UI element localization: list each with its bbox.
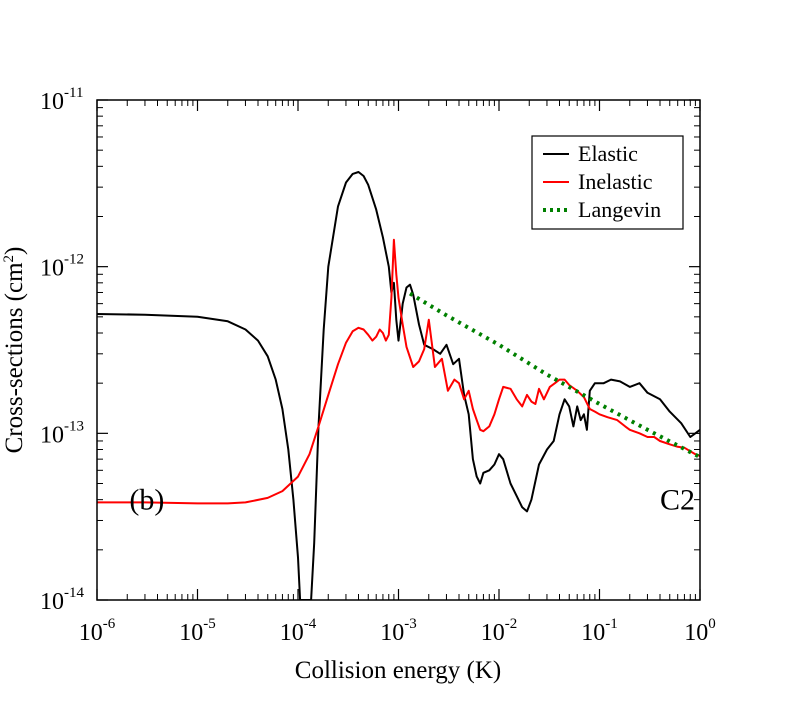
y-tick-label: 10-13 xyxy=(40,418,84,448)
y-axis-label-sup: 2 xyxy=(1,255,17,263)
y-tick-exponent: -12 xyxy=(64,252,84,268)
ticks-layer xyxy=(96,99,701,601)
system-label: C2 xyxy=(660,483,695,516)
x-tick-label: 10-1 xyxy=(581,616,618,646)
y-tick-base: 10 xyxy=(40,256,64,282)
x-tick-base: 10 xyxy=(684,620,708,646)
x-tick-label: 10-6 xyxy=(79,616,116,646)
y-tick-base: 10 xyxy=(40,589,64,615)
y-tick-base: 10 xyxy=(40,422,64,448)
x-axis-label: Collision energy (K) xyxy=(295,657,501,684)
x-tick-label: 10-2 xyxy=(481,616,518,646)
x-tick-base: 10 xyxy=(581,620,605,646)
legend-label-langevin: Langevin xyxy=(578,197,661,222)
x-tick-base: 10 xyxy=(380,620,404,646)
y-tick-exponent: -13 xyxy=(64,418,84,434)
x-tick-exponent: -1 xyxy=(605,616,618,632)
y-tick-base: 10 xyxy=(40,89,64,115)
x-tick-exponent: 0 xyxy=(708,616,716,632)
series-line-elastic xyxy=(97,171,700,600)
x-tick-exponent: -4 xyxy=(304,616,317,632)
x-tick-label: 10-3 xyxy=(380,616,417,646)
x-tick-base: 10 xyxy=(280,620,304,646)
legend-label-inelastic: Inelastic xyxy=(578,169,653,194)
legend: Elastic Inelastic Langevin xyxy=(531,135,684,230)
y-tick-exponent: -14 xyxy=(64,585,84,601)
y-axis-label-end: ) xyxy=(1,247,28,255)
legend-label-elastic: Elastic xyxy=(578,141,638,166)
y-tick-label: 10-14 xyxy=(40,585,84,615)
x-tick-exponent: -5 xyxy=(203,616,216,632)
tick-labels-layer: 10-6 10-5 10-4 10-3 10-2 10-1 10010-1410-1310-… xyxy=(40,85,716,646)
series-line-langevin xyxy=(408,291,700,459)
series-line-inelastic xyxy=(97,238,700,505)
x-tick-base: 10 xyxy=(179,620,203,646)
x-tick-label: 10-4 xyxy=(280,616,317,646)
y-tick-exponent: -11 xyxy=(64,85,83,101)
x-tick-exponent: -6 xyxy=(103,616,116,632)
y-tick-label: 10-11 xyxy=(40,85,83,115)
x-tick-base: 10 xyxy=(79,620,103,646)
y-tick-label: 10-12 xyxy=(40,252,84,282)
x-tick-exponent: -3 xyxy=(404,616,417,632)
y-axis-label: Cross-sections (cm2) xyxy=(1,247,28,454)
series-layer xyxy=(97,171,700,600)
x-tick-exponent: -2 xyxy=(505,616,518,632)
panel-label: (b) xyxy=(129,483,164,516)
x-tick-base: 10 xyxy=(481,620,505,646)
x-tick-label: 10-5 xyxy=(179,616,216,646)
x-tick-label: 100 xyxy=(684,616,716,646)
y-axis-label-main: Cross-sections (cm xyxy=(1,262,28,453)
